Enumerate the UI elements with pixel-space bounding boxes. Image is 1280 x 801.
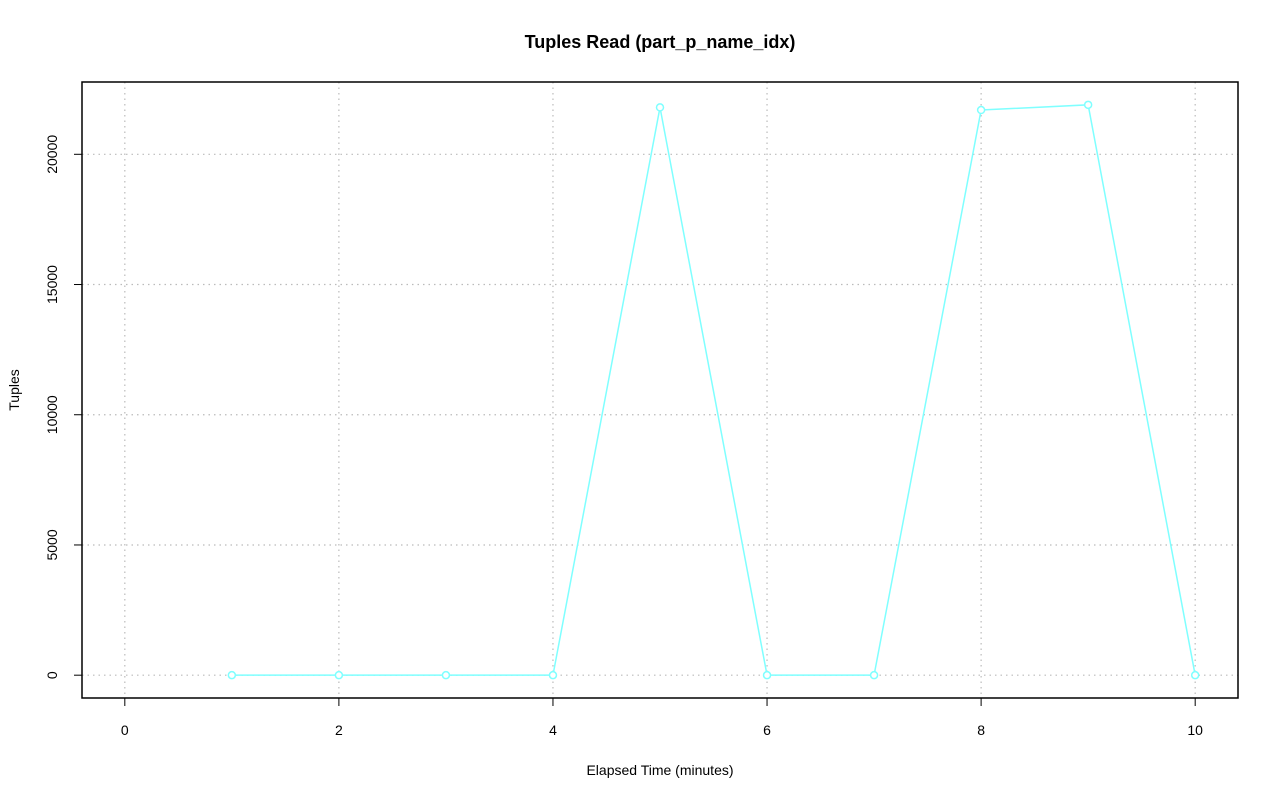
plot-frame [81, 81, 1239, 699]
x-tick-label: 0 [121, 722, 129, 738]
data-point [655, 103, 665, 112]
data-line [231, 104, 1196, 676]
x-axis-label: Elapsed Time (minutes) [586, 762, 733, 778]
y-tick-label: 10000 [44, 395, 60, 434]
y-tick-label: 20000 [44, 135, 60, 174]
data-point [1083, 100, 1093, 110]
data-point [548, 670, 558, 680]
data-point [441, 670, 451, 680]
x-tick-label: 10 [1187, 722, 1203, 738]
data-point [227, 670, 237, 680]
chart-title: Tuples Read (part_p_name_idx) [525, 32, 796, 52]
x-tick-label: 2 [335, 722, 343, 738]
data-point [762, 670, 772, 680]
y-tick-label: 0 [44, 671, 60, 679]
data-point [869, 670, 879, 680]
x-tick-label: 4 [549, 722, 557, 738]
data-point [976, 105, 986, 115]
x-tick-label: 6 [763, 722, 771, 738]
y-tick-label: 15000 [44, 265, 60, 304]
y-axis-label: Tuples [6, 369, 22, 411]
x-tick-label: 8 [977, 722, 985, 738]
data-point [334, 670, 344, 680]
data-point [1190, 670, 1200, 680]
y-tick-label: 5000 [44, 529, 60, 560]
